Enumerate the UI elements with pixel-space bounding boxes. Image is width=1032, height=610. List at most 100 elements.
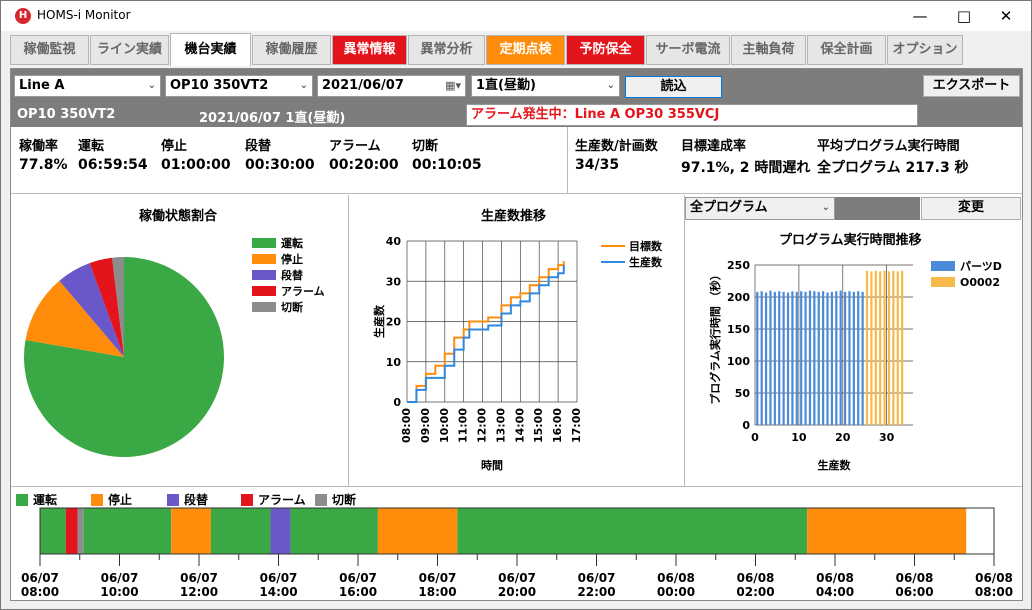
- timeline-label: 06/07 20:00: [487, 571, 547, 599]
- timeline-legend-item: アラーム: [241, 491, 306, 508]
- tab-8[interactable]: 予防保全: [566, 35, 645, 65]
- calendar-icon: ▦▾: [445, 79, 461, 92]
- tab-5[interactable]: 異常情報: [332, 35, 407, 65]
- utilization-value: 77.8%: [19, 157, 68, 173]
- line-select[interactable]: Line A ⌄: [14, 75, 161, 97]
- bar-26: [865, 270, 869, 425]
- timeline-segment: [77, 508, 84, 554]
- line-x-tick: 14:00: [513, 408, 526, 443]
- timeline-panel: 運転 停止 段替 アラーム 切断 06/07 08:00 06/07 10:00 06/07 12…: [11, 486, 1022, 600]
- bar-14: [813, 291, 816, 425]
- timeline-chart: [39, 507, 995, 566]
- timeline-label-date: 06/07: [259, 571, 298, 585]
- timeline-label: 06/07 14:00: [249, 571, 309, 599]
- bar-y-tick: 100: [727, 355, 750, 368]
- pie-legend-swatch: [252, 302, 276, 312]
- maximize-button[interactable]: □: [956, 7, 972, 25]
- timeline-segment: [65, 508, 78, 554]
- timeline-label-time: 18:00: [418, 585, 457, 599]
- line-legend-label: 目標数: [629, 239, 663, 253]
- line-y-tick: 0: [393, 396, 401, 409]
- stopped-label: 停止: [161, 139, 188, 154]
- timeline-label: 06/08 04:00: [805, 571, 865, 599]
- setup-label: 段替: [245, 139, 272, 154]
- bar-legend-swatch: [931, 277, 955, 287]
- bar-8: [786, 292, 790, 425]
- line-y-axis-label: 生産数: [372, 304, 386, 338]
- window-title: HOMS-i Monitor: [37, 8, 131, 22]
- tab-2[interactable]: ライン実績: [90, 35, 169, 65]
- chevron-down-icon: ⌄: [821, 202, 830, 213]
- production-value: 34/35: [575, 157, 620, 173]
- program-select[interactable]: 全プログラム ⌄: [685, 197, 835, 220]
- tab-3[interactable]: 機台実績: [170, 33, 251, 66]
- tab-10[interactable]: 主軸負荷: [731, 35, 806, 65]
- bar-chart-panel: 全プログラム ⌄ 変更 プログラム実行時間推移 0 50 100 150 200 250 0 1…: [685, 195, 1022, 486]
- target-value: 97.1%, 2 時間遅れ: [681, 160, 811, 176]
- tab-11[interactable]: 保全計画: [807, 35, 886, 65]
- alarm-time-value: 00:20:00: [329, 157, 399, 173]
- bar-x-tick: 10: [791, 431, 807, 444]
- bar-3: [764, 292, 768, 425]
- close-button[interactable]: ✕: [999, 7, 1013, 25]
- timeline-label-date: 06/08: [895, 571, 934, 585]
- change-button[interactable]: 変更: [921, 197, 1021, 220]
- bar-x-tick: 30: [879, 431, 895, 444]
- date-picker[interactable]: 2021/06/07 ▦▾: [317, 75, 466, 97]
- tab-9[interactable]: サーボ電流: [646, 35, 730, 65]
- timeline-label: 06/08 02:00: [726, 571, 786, 599]
- machine-results-panel: Line A ⌄ OP10 350VT2 ⌄ 2021/06/07 ▦▾ 1直(昼勤)…: [10, 68, 1023, 601]
- timeline-label-date: 06/08: [816, 571, 854, 585]
- title-bar[interactable]: H HOMS-i Monitor — □ ✕: [1, 1, 1031, 31]
- tab-4[interactable]: 稼働履歴: [252, 35, 331, 65]
- machine-select[interactable]: OP10 350VT2 ⌄: [165, 75, 313, 97]
- timeline-label-date: 06/07: [180, 571, 218, 585]
- tab-1[interactable]: 稼働監視: [10, 35, 89, 65]
- minimize-button[interactable]: —: [912, 7, 928, 25]
- timeline-segment: [171, 508, 211, 554]
- app-logo-icon: H: [15, 8, 31, 24]
- running-value: 06:59:54: [78, 157, 148, 173]
- tab-12[interactable]: オプション: [887, 35, 963, 65]
- bar-12: [804, 291, 807, 425]
- bar-28: [874, 270, 877, 425]
- line-chart-title: 生産数推移: [481, 209, 547, 224]
- bar-10: [795, 291, 798, 425]
- line-series-2: [407, 265, 565, 403]
- shift-select[interactable]: 1直(昼勤) ⌄: [471, 75, 620, 97]
- tab-7[interactable]: 定期点検: [486, 35, 565, 65]
- bar-33: [896, 271, 899, 425]
- production-label: 生産数/計画数: [575, 139, 658, 154]
- info-machine: OP10 350VT2: [17, 107, 116, 122]
- bar-y-tick: 150: [727, 323, 750, 336]
- timeline-label: 06/07 16:00: [328, 571, 388, 599]
- bar-18: [830, 291, 834, 425]
- bar-21: [843, 291, 847, 425]
- pie-chart-panel: 稼働状態割合 運転 停止 段替 アラーム 切断: [11, 195, 348, 486]
- tab-6[interactable]: 異常分析: [408, 35, 485, 65]
- timeline-legend-item: 停止: [91, 491, 132, 508]
- timeline-segment: [40, 508, 66, 554]
- load-button[interactable]: 読込: [625, 76, 722, 98]
- line-chart: 08:00 09:00 10:00 11:00 12:00 13:00 14:00 15:00…: [372, 235, 663, 472]
- pie-legend-label: 段替: [281, 268, 304, 282]
- bar-6: [778, 291, 781, 425]
- timeline-legend-swatch: [241, 493, 253, 506]
- running-label: 運転: [78, 139, 105, 154]
- bar-y-tick: 250: [727, 259, 750, 272]
- timeline-label-date: 06/07: [339, 571, 377, 585]
- timeline-legend-label: 切断: [332, 493, 357, 507]
- stopped-value: 01:00:00: [161, 157, 231, 173]
- line-legend-label: 生産数: [629, 255, 663, 269]
- line-y-tick: 40: [386, 235, 402, 248]
- bar-25: [861, 291, 864, 425]
- timeline-label-time: 22:00: [577, 585, 616, 599]
- off-label: 切断: [412, 139, 439, 154]
- bar-31: [887, 271, 891, 425]
- export-button[interactable]: エクスポート: [923, 75, 1020, 97]
- timeline-segment: [270, 508, 291, 554]
- utilization-label: 稼働率: [19, 139, 59, 154]
- chevron-down-icon: ⌄: [606, 80, 615, 91]
